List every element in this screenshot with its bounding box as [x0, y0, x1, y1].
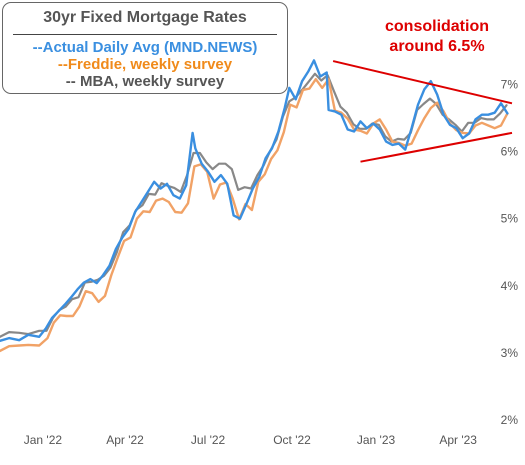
series-line-freddie: [0, 77, 509, 353]
legend-divider: [13, 34, 277, 35]
y-axis-ticks: 2% 3% 4% 5% 6% 7%: [501, 78, 519, 427]
x-tick-label: Jan '23: [357, 433, 396, 447]
x-tick-label: Apr '22: [106, 433, 144, 447]
legend-item-freddie: --Freddie, weekly survey: [57, 56, 233, 73]
x-axis-ticks: Jan '22 Apr '22 Jul '22 Oct '22 Jan '23 Apr '…: [24, 433, 478, 447]
y-tick-label: 5%: [501, 212, 519, 226]
y-tick-label: 6%: [501, 145, 519, 159]
annotation-line-1: consolidation: [385, 18, 489, 35]
y-tick-label: 4%: [501, 279, 519, 293]
y-tick-label: 7%: [501, 78, 519, 92]
legend-item-mnd: --Actual Daily Avg (MND.NEWS): [32, 39, 258, 56]
x-tick-label: Oct '22: [273, 433, 311, 447]
consolidation-trendlines: [332, 60, 513, 163]
consolidation-annotation: consolidation around 6.5%: [362, 17, 512, 57]
trendline-lower: [360, 131, 513, 163]
series-line-mnd-daily: [0, 59, 509, 342]
y-tick-label: 2%: [501, 413, 519, 427]
annotation-line-2: around 6.5%: [389, 38, 485, 55]
legend-item-mba: -- MBA, weekly survey: [65, 73, 225, 90]
trendline-upper: [332, 60, 513, 105]
series-lines: [0, 59, 509, 353]
legend: 30yr Fixed Mortgage Rates --Actual Daily…: [2, 2, 288, 94]
x-tick-label: Jul '22: [191, 433, 226, 447]
x-tick-label: Apr '23: [439, 433, 477, 447]
x-tick-label: Jan '22: [24, 433, 63, 447]
legend-title: 30yr Fixed Mortgage Rates: [43, 9, 247, 26]
y-tick-label: 3%: [501, 346, 519, 360]
